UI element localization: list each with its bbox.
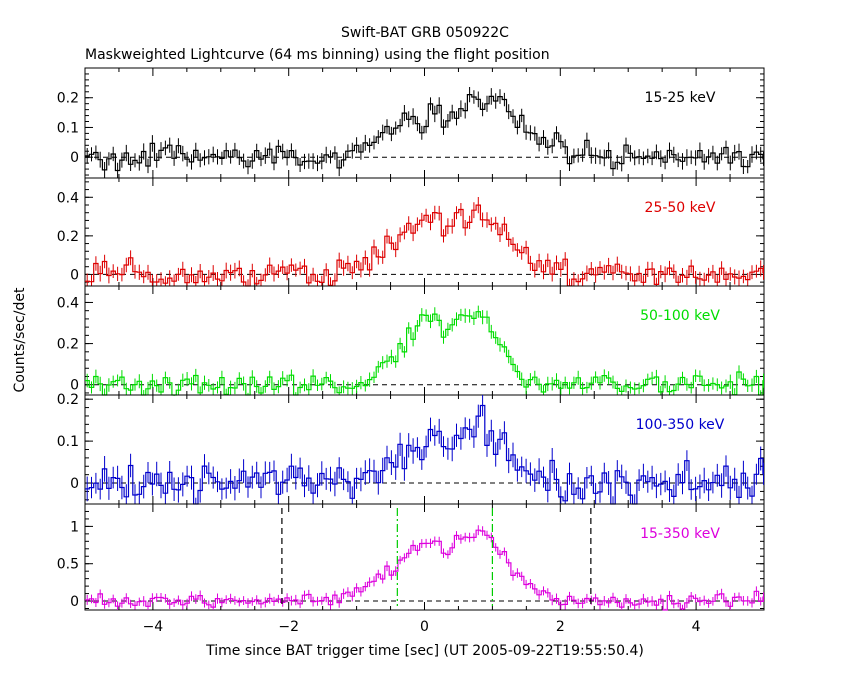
- error-bars: [86, 395, 764, 504]
- y-tick-label: 0.2: [57, 229, 79, 245]
- band-label: 15-350 keV: [640, 526, 720, 542]
- panel-3: 0 0.1 0.2 100-350 keV: [57, 392, 765, 505]
- y-tick-label: 0: [70, 476, 79, 492]
- y-tick-label: 0: [70, 378, 79, 394]
- x-axis-label: Time since BAT trigger time [sec] (UT 20…: [205, 643, 644, 659]
- y-tick-label: 0.4: [57, 190, 79, 206]
- x-tick-label: −4: [143, 619, 164, 635]
- panel-frame: [84, 177, 765, 287]
- panel-4: 0 0.5 1 15-350 keV: [57, 503, 765, 611]
- figure-subtitle: Maskweighted Lightcurve (64 ms binning) …: [85, 47, 550, 63]
- band-label: 25-50 keV: [645, 200, 716, 216]
- lightcurve-series: [85, 311, 764, 396]
- lightcurve-series: [85, 204, 764, 287]
- band-label: 100-350 keV: [636, 417, 725, 433]
- panel-frame: [84, 503, 765, 611]
- y-axis-label: Counts/sec/det: [12, 287, 28, 392]
- x-tick-label: −2: [278, 619, 299, 635]
- band-label: 15-25 keV: [645, 90, 716, 106]
- lightcurve-series: [85, 404, 764, 505]
- y-tick-label: 0.2: [57, 91, 79, 107]
- x-tick-label: 0: [420, 619, 429, 635]
- figure-title: Swift-BAT GRB 050922C: [341, 25, 509, 41]
- y-tick-label: 0.5: [57, 557, 79, 573]
- y-tick-label: 0: [70, 150, 79, 166]
- y-tick-label: 0: [70, 594, 79, 610]
- y-tick-label: 0.2: [57, 392, 79, 408]
- y-tick-label: 1: [70, 519, 79, 535]
- y-tick-label: 0.1: [57, 434, 79, 450]
- lightcurve-series: [85, 94, 764, 172]
- band-label: 50-100 keV: [640, 308, 720, 324]
- x-tick-label: 4: [692, 619, 701, 635]
- x-tick-label: 2: [556, 619, 565, 635]
- y-tick-label: 0: [70, 267, 79, 283]
- panel-2: 0 0.2 0.4 50-100 keV: [57, 285, 765, 396]
- y-tick-label: 0.4: [57, 295, 79, 311]
- panel-0: 0 0.1 0.2 15-25 keV: [57, 67, 765, 179]
- lightcurve-series: [85, 529, 764, 611]
- y-tick-label: 0.2: [57, 337, 79, 353]
- panel-1: 0 0.2 0.4 25-50 keV: [57, 177, 765, 287]
- y-tick-label: 0.1: [57, 120, 79, 136]
